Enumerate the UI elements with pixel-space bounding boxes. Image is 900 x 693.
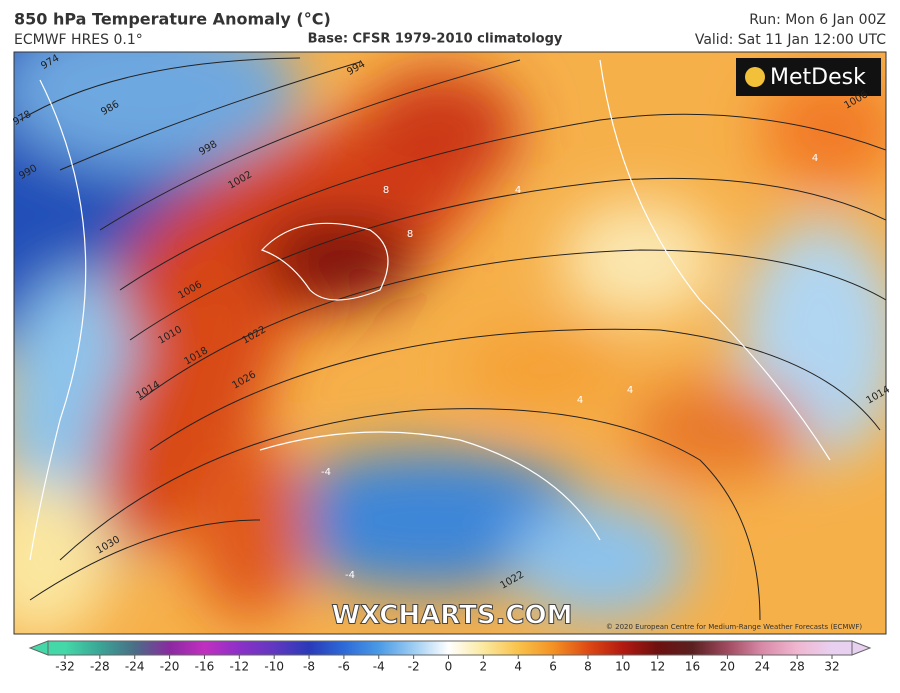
colorbar-tick-label: -16 [195, 660, 215, 674]
colorbar-tick-label: -2 [408, 660, 420, 674]
anomaly-label: 4 [577, 395, 583, 406]
anomaly-label: 4 [812, 153, 818, 164]
colorbar-low-arrow [28, 640, 49, 656]
title: 850 hPa Temperature Anomaly (°C) [14, 10, 331, 29]
valid: Valid: Sat 11 Jan 12:00 UTC [695, 32, 886, 48]
colorbar-tick-label: 4 [514, 660, 522, 674]
colorbar-tick-label: 16 [685, 660, 700, 674]
copyright: © 2020 European Centre for Medium-Range … [606, 623, 862, 631]
colorbar-tick-label: 24 [755, 660, 770, 674]
colorbar-tick-label: -8 [303, 660, 315, 674]
anomaly-label: 4 [515, 185, 521, 196]
colorbar-tick-label: -6 [338, 660, 350, 674]
colorbar-tick-label: -4 [373, 660, 385, 674]
map-frame [13, 51, 887, 635]
colorbar-tick-label: -12 [230, 660, 250, 674]
colorbar [47, 640, 853, 656]
base: Base: CFSR 1979-2010 climatology [308, 32, 563, 47]
colorbar-tick-label: -10 [264, 660, 284, 674]
model: ECMWF HRES 0.1° [14, 32, 143, 48]
colorbar-tick-label: 20 [720, 660, 735, 674]
run: Run: Mon 6 Jan 00Z [749, 12, 886, 28]
colorbar-tick-label: 12 [650, 660, 665, 674]
colorbar-tick-label: 28 [789, 660, 804, 674]
colorbar-tick-label: -32 [55, 660, 75, 674]
anomaly-label: 4 [627, 385, 633, 396]
anomaly-label: 8 [407, 229, 413, 240]
colorbar-tick-label: 10 [615, 660, 630, 674]
colorbar-tick-label: 32 [824, 660, 839, 674]
colorbar-tick-label: 8 [584, 660, 592, 674]
colorbar-high-arrow [851, 640, 872, 656]
colorbar-tick-label: -24 [125, 660, 145, 674]
colorbar-tick-label: -28 [90, 660, 110, 674]
logo-icon [745, 67, 765, 87]
colorbar-tick-label: -20 [160, 660, 180, 674]
colorbar-tick-label: 0 [445, 660, 453, 674]
anomaly-label: 8 [383, 185, 389, 196]
logo: MetDesk [770, 65, 866, 90]
anomaly-label: -4 [321, 467, 331, 478]
anomaly-label: -4 [345, 570, 355, 581]
map [14, 52, 886, 634]
colorbar-tick-label: 2 [480, 660, 488, 674]
watermark: WXCHARTS.COM [331, 601, 572, 631]
colorbar-tick-label: 6 [549, 660, 557, 674]
